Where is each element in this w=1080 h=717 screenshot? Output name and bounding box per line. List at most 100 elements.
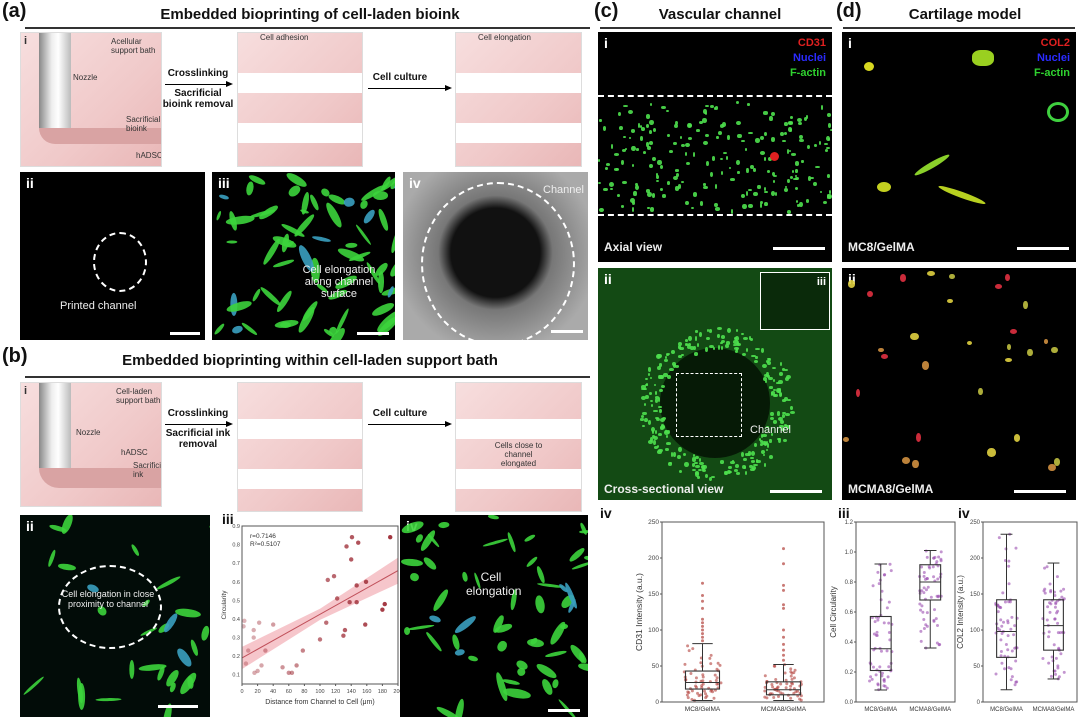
jitter-point xyxy=(936,577,940,581)
jitter-point xyxy=(1056,621,1060,625)
jitter-point xyxy=(999,618,1003,622)
outlier-point xyxy=(782,606,785,610)
cell xyxy=(544,649,567,658)
jitter-point xyxy=(922,586,926,590)
cell xyxy=(534,661,558,681)
jitter-point xyxy=(789,684,793,688)
cell-signal xyxy=(694,330,698,333)
jitter-point xyxy=(1003,667,1007,671)
cell-signal xyxy=(724,343,729,349)
cell-signal xyxy=(617,111,621,117)
cell-signal xyxy=(753,168,757,172)
cell-signal xyxy=(759,150,765,155)
cell xyxy=(547,619,568,646)
schematic-a-stage2: Cell adhesion xyxy=(237,32,363,167)
micrograph-a-ii: ii Printed channel xyxy=(20,172,205,340)
jitter-point xyxy=(705,694,709,698)
cell-signal xyxy=(714,202,719,208)
roman-label: i xyxy=(604,35,608,51)
outlier-point xyxy=(782,603,785,607)
outlier-point xyxy=(782,642,785,646)
cell xyxy=(406,624,435,632)
cell-signal xyxy=(666,109,669,113)
cell-signal xyxy=(642,388,648,391)
cell-signal xyxy=(791,153,796,156)
cell-signal xyxy=(748,188,753,192)
cell-signal xyxy=(609,187,613,191)
legend-f-actin: F-actin xyxy=(789,67,826,79)
cell-signal xyxy=(770,416,775,421)
cell-signal xyxy=(702,469,707,473)
jitter-point xyxy=(1053,672,1057,676)
cell-signal xyxy=(820,105,824,110)
cell-signal xyxy=(643,417,648,422)
box-chart-cd31: MC8/GelMA MCMA8/GelMA 0 50 100 150 200 250 CD31 … xyxy=(634,519,825,713)
cell xyxy=(1047,102,1069,122)
cell-signal xyxy=(794,161,800,166)
y-tick-label: 0.3 xyxy=(232,636,240,642)
cell-signal xyxy=(744,465,747,469)
cell-signal xyxy=(770,391,775,395)
label: Nozzle xyxy=(73,73,98,82)
cell xyxy=(867,291,873,298)
cell xyxy=(847,280,856,288)
cell-signal xyxy=(646,146,651,150)
cell-signal xyxy=(705,336,710,341)
y-tick-label: 50 xyxy=(973,664,980,670)
cell-signal xyxy=(720,341,724,344)
cell-signal xyxy=(716,136,719,140)
cell xyxy=(431,587,451,613)
cell-signal xyxy=(748,204,753,209)
roman-label: ii xyxy=(26,518,34,534)
cell-signal xyxy=(740,452,744,458)
cell-signal xyxy=(677,355,682,359)
x-tick-label: 180 xyxy=(378,689,387,695)
cell-signal xyxy=(659,165,664,170)
jitter-point xyxy=(1049,674,1053,678)
cell-signal xyxy=(627,109,633,114)
cell-signal xyxy=(742,464,747,470)
cell-signal xyxy=(826,194,830,200)
cell-signal xyxy=(797,117,802,122)
cell-signal xyxy=(665,352,670,355)
jitter-point xyxy=(876,618,880,622)
cell-signal xyxy=(673,141,678,146)
y-tick-label: 0.4 xyxy=(232,617,240,623)
nozzle-graphic xyxy=(39,33,71,128)
cell-signal xyxy=(622,180,627,185)
legend-col2: COL2 xyxy=(1040,37,1070,49)
roman-label: i xyxy=(24,385,28,397)
cell-signal xyxy=(705,347,708,352)
jitter-point xyxy=(771,685,775,689)
jitter-point xyxy=(999,650,1003,654)
cell-signal xyxy=(740,193,745,198)
jitter-point xyxy=(1043,591,1047,595)
jitter-point xyxy=(1004,547,1008,551)
cell-signal xyxy=(646,191,652,197)
cell-signal xyxy=(679,470,683,474)
cell xyxy=(215,210,222,221)
y-tick-label: 0.7 xyxy=(232,561,240,567)
schematic-b-stage2 xyxy=(237,382,363,512)
jitter-point xyxy=(883,573,887,577)
cell-signal xyxy=(660,423,665,427)
cell-signal xyxy=(767,374,771,379)
jitter-point xyxy=(925,555,929,559)
data-point xyxy=(259,663,264,668)
cell-signal xyxy=(658,363,663,367)
cell-signal xyxy=(789,128,792,133)
jitter-point xyxy=(932,619,936,623)
cell-signal xyxy=(688,335,692,341)
cell-signal xyxy=(666,430,670,434)
x-tick-label: 40 xyxy=(270,689,276,695)
cell-signal xyxy=(789,115,794,120)
cell xyxy=(257,204,280,222)
cell-signal xyxy=(735,347,739,352)
cell-signal xyxy=(674,365,680,368)
inset-iii: iii xyxy=(760,272,830,330)
cell xyxy=(1051,347,1058,354)
outlier-point xyxy=(701,621,704,625)
roman-label: iv xyxy=(958,505,970,521)
y-tick-label: 150 xyxy=(648,591,659,598)
cell-signal xyxy=(825,136,830,142)
